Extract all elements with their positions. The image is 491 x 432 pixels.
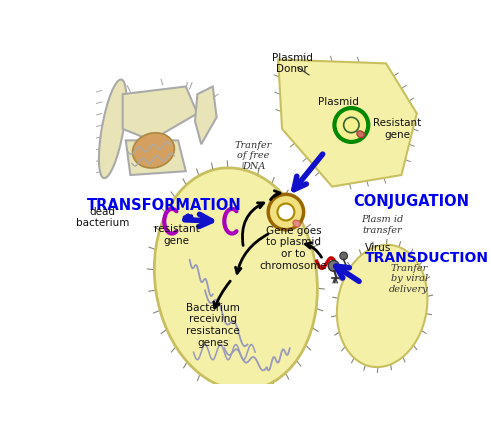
Text: Resistant
gene: Resistant gene: [374, 118, 422, 140]
Polygon shape: [126, 140, 186, 175]
Circle shape: [334, 108, 368, 142]
Ellipse shape: [99, 79, 126, 178]
Ellipse shape: [154, 168, 317, 390]
Ellipse shape: [337, 245, 428, 367]
Text: Tranfer
of free
DNA: Tranfer of free DNA: [235, 141, 272, 171]
Text: Plasm id
transfer: Plasm id transfer: [361, 216, 403, 235]
Circle shape: [344, 118, 359, 133]
Circle shape: [268, 194, 303, 230]
Text: CONJUGATION: CONJUGATION: [354, 194, 470, 210]
Text: Plasmid: Plasmid: [318, 97, 359, 107]
Text: Virus: Virus: [365, 243, 392, 253]
Circle shape: [328, 260, 339, 271]
Ellipse shape: [133, 133, 174, 168]
Polygon shape: [123, 86, 197, 140]
Circle shape: [340, 252, 348, 260]
Text: Plasmid
Donor: Plasmid Donor: [272, 53, 312, 74]
Text: TRANSDUCTION: TRANSDUCTION: [364, 251, 489, 265]
Text: TRANSFORMATION: TRANSFORMATION: [87, 198, 242, 213]
Ellipse shape: [293, 220, 300, 227]
Text: Tranfer
by viral
delivery: Tranfer by viral delivery: [389, 264, 429, 294]
Text: Gene goes
to plasmid
or to
chromosome: Gene goes to plasmid or to chromosome: [260, 226, 327, 270]
Text: Bacterium
receiving
resistance
genes: Bacterium receiving resistance genes: [186, 303, 240, 348]
Text: dead
bacterium: dead bacterium: [76, 206, 129, 228]
Circle shape: [277, 203, 295, 220]
Ellipse shape: [357, 131, 364, 137]
Text: resistant
gene: resistant gene: [154, 224, 199, 246]
Polygon shape: [278, 60, 417, 187]
Polygon shape: [195, 86, 217, 144]
